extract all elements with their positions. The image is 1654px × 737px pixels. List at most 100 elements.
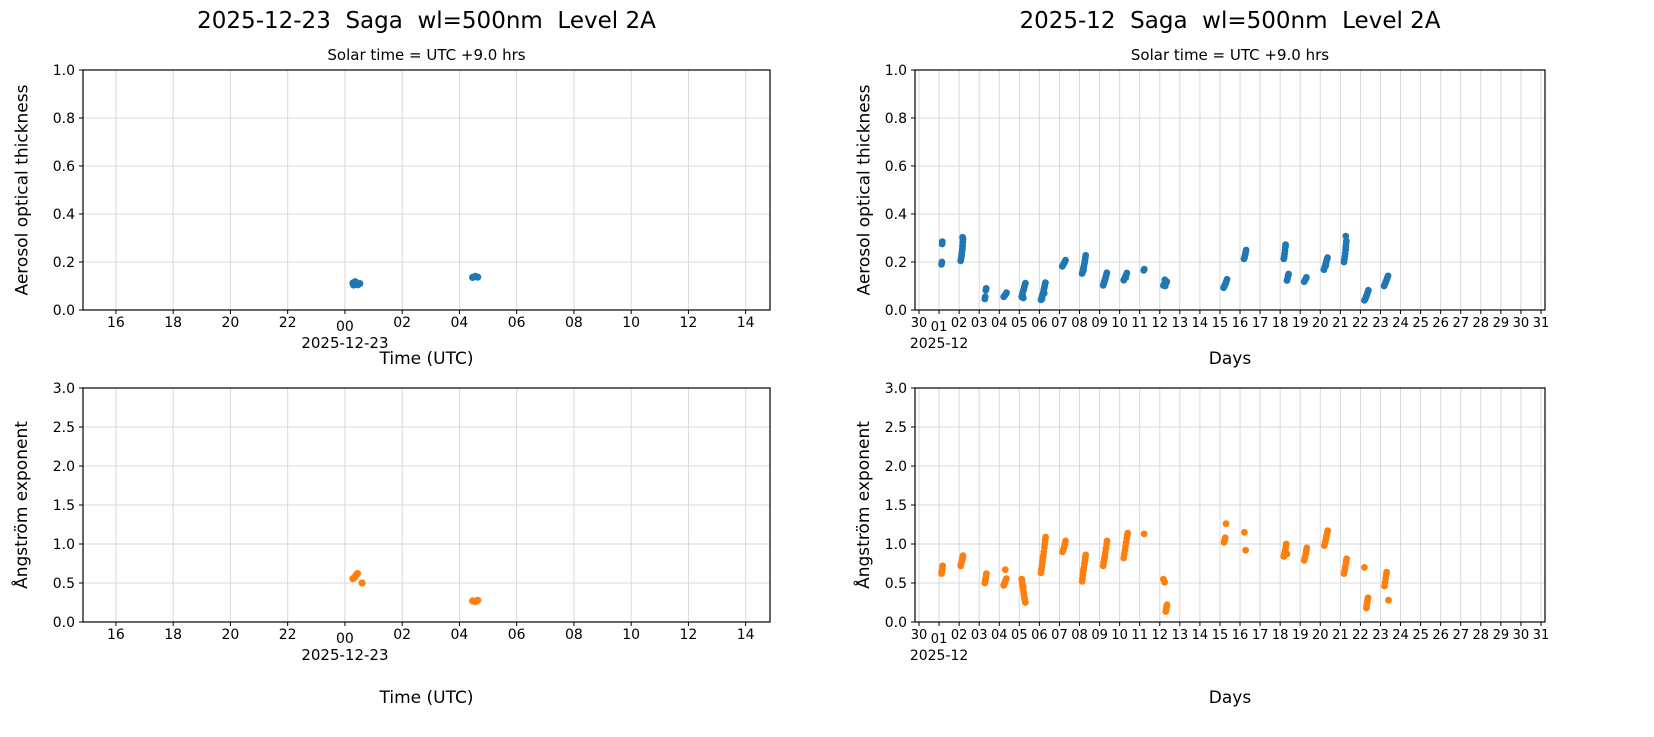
angstrom-monthly-xlabel: Days bbox=[1208, 688, 1252, 708]
svg-text:12: 12 bbox=[1152, 316, 1169, 331]
svg-text:08: 08 bbox=[565, 315, 583, 331]
svg-text:09: 09 bbox=[1091, 628, 1108, 643]
svg-text:10: 10 bbox=[1111, 628, 1128, 643]
svg-text:20: 20 bbox=[1312, 316, 1329, 331]
svg-text:23: 23 bbox=[1372, 628, 1389, 643]
svg-text:31: 31 bbox=[1533, 628, 1550, 643]
svg-text:08: 08 bbox=[565, 627, 583, 643]
svg-text:12: 12 bbox=[680, 315, 698, 331]
svg-text:15: 15 bbox=[1212, 628, 1229, 643]
svg-text:21: 21 bbox=[1332, 628, 1349, 643]
svg-text:02: 02 bbox=[951, 628, 968, 643]
svg-text:30: 30 bbox=[911, 628, 928, 643]
svg-text:28: 28 bbox=[1473, 628, 1490, 643]
svg-text:17: 17 bbox=[1252, 316, 1269, 331]
svg-text:22: 22 bbox=[1352, 316, 1369, 331]
svg-text:13: 13 bbox=[1172, 316, 1189, 331]
svg-text:29: 29 bbox=[1493, 316, 1510, 331]
svg-text:2.5: 2.5 bbox=[53, 420, 75, 436]
svg-text:07: 07 bbox=[1051, 628, 1068, 643]
svg-text:30: 30 bbox=[1513, 316, 1530, 331]
svg-text:29: 29 bbox=[1493, 628, 1510, 643]
svg-text:12: 12 bbox=[680, 627, 698, 643]
daily-chart-subtitle: Solar time = UTC +9.0 hrs bbox=[327, 46, 526, 64]
svg-text:14: 14 bbox=[1192, 316, 1209, 331]
svg-text:0.6: 0.6 bbox=[885, 159, 907, 175]
svg-text:06: 06 bbox=[1031, 628, 1048, 643]
aot-monthly-xlabel: Days bbox=[1208, 349, 1252, 369]
svg-text:2.0: 2.0 bbox=[885, 459, 907, 475]
svg-text:25: 25 bbox=[1412, 628, 1429, 643]
svg-text:01: 01 bbox=[931, 320, 948, 335]
svg-text:2025-12-23: 2025-12-23 bbox=[301, 646, 388, 664]
svg-text:03: 03 bbox=[971, 316, 988, 331]
aot-daily-xlabel: Time (UTC) bbox=[379, 349, 474, 369]
svg-text:0.8: 0.8 bbox=[53, 111, 75, 127]
svg-text:16: 16 bbox=[1232, 628, 1249, 643]
svg-text:19: 19 bbox=[1292, 628, 1309, 643]
svg-text:19: 19 bbox=[1292, 316, 1309, 331]
svg-text:03: 03 bbox=[971, 628, 988, 643]
svg-text:21: 21 bbox=[1332, 316, 1349, 331]
svg-text:1.0: 1.0 bbox=[885, 63, 907, 79]
svg-text:20: 20 bbox=[1312, 628, 1329, 643]
svg-text:00: 00 bbox=[336, 319, 354, 335]
svg-text:23: 23 bbox=[1372, 316, 1389, 331]
svg-text:18: 18 bbox=[1272, 316, 1289, 331]
svg-text:27: 27 bbox=[1452, 628, 1469, 643]
svg-text:3.0: 3.0 bbox=[53, 381, 75, 397]
svg-text:27: 27 bbox=[1452, 316, 1469, 331]
svg-text:05: 05 bbox=[1011, 628, 1028, 643]
svg-text:25: 25 bbox=[1412, 316, 1429, 331]
monthly-chart-subtitle: Solar time = UTC +9.0 hrs bbox=[1130, 46, 1330, 64]
svg-text:04: 04 bbox=[451, 315, 469, 331]
svg-text:11: 11 bbox=[1131, 628, 1148, 643]
svg-text:1.0: 1.0 bbox=[53, 537, 75, 553]
svg-text:0.4: 0.4 bbox=[53, 207, 75, 223]
svg-text:08: 08 bbox=[1071, 628, 1088, 643]
svg-text:0.5: 0.5 bbox=[885, 576, 907, 592]
svg-text:14: 14 bbox=[737, 315, 755, 331]
svg-text:1.5: 1.5 bbox=[53, 498, 75, 514]
svg-text:24: 24 bbox=[1392, 316, 1409, 331]
svg-text:22: 22 bbox=[279, 627, 297, 643]
svg-text:04: 04 bbox=[991, 628, 1008, 643]
svg-text:06: 06 bbox=[1031, 316, 1048, 331]
svg-text:18: 18 bbox=[1272, 628, 1289, 643]
svg-text:0.0: 0.0 bbox=[53, 303, 75, 319]
angstrom-daily-plot: 16 18 20 22 00 2025-12-23 02 04 06 08 10 12 14 0.0 0.5… bbox=[53, 381, 771, 664]
aot-monthly-ylabel: Aerosol optical thickness bbox=[849, 70, 879, 310]
aot-monthly-plot: 30 01 2025-12 02 03 04 05 06 07 08 09 10 11 12 13 14 15 1… bbox=[885, 63, 1550, 352]
aot-daily-ylabel-text: Aerosol optical thickness bbox=[12, 84, 32, 296]
angstrom-monthly-plot: 30 01 2025-12 02 03 04 05 06 07 08 09 10 11 12 13 14 15 1… bbox=[885, 381, 1550, 664]
aot-monthly-ylabel-text: Aerosol optical thickness bbox=[854, 84, 874, 296]
svg-text:0.8: 0.8 bbox=[885, 111, 907, 127]
svg-text:14: 14 bbox=[737, 627, 755, 643]
svg-text:13: 13 bbox=[1172, 628, 1189, 643]
svg-text:0.4: 0.4 bbox=[885, 207, 907, 223]
angstrom-monthly-ylabel: Ångström exponent bbox=[849, 388, 879, 622]
svg-text:1.0: 1.0 bbox=[53, 63, 75, 79]
svg-text:08: 08 bbox=[1071, 316, 1088, 331]
svg-text:04: 04 bbox=[991, 316, 1008, 331]
svg-text:14: 14 bbox=[1192, 628, 1209, 643]
svg-text:16: 16 bbox=[107, 627, 125, 643]
svg-text:28: 28 bbox=[1473, 316, 1490, 331]
svg-text:26: 26 bbox=[1432, 316, 1449, 331]
svg-text:10: 10 bbox=[622, 315, 640, 331]
svg-text:0.0: 0.0 bbox=[885, 303, 907, 319]
angstrom-monthly-ylabel-text: Ångström exponent bbox=[854, 421, 875, 589]
svg-text:02: 02 bbox=[393, 627, 411, 643]
svg-text:2025-12: 2025-12 bbox=[910, 336, 969, 352]
svg-text:11: 11 bbox=[1131, 316, 1148, 331]
angstrom-daily-ylabel-text: Ångström exponent bbox=[12, 421, 33, 589]
svg-text:3.0: 3.0 bbox=[885, 381, 907, 397]
svg-text:16: 16 bbox=[1232, 316, 1249, 331]
svg-text:09: 09 bbox=[1091, 316, 1108, 331]
svg-text:07: 07 bbox=[1051, 316, 1068, 331]
